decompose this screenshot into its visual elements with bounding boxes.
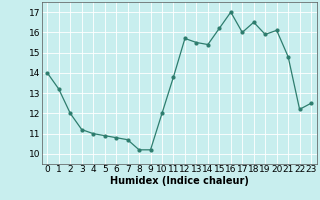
X-axis label: Humidex (Indice chaleur): Humidex (Indice chaleur) (110, 176, 249, 186)
